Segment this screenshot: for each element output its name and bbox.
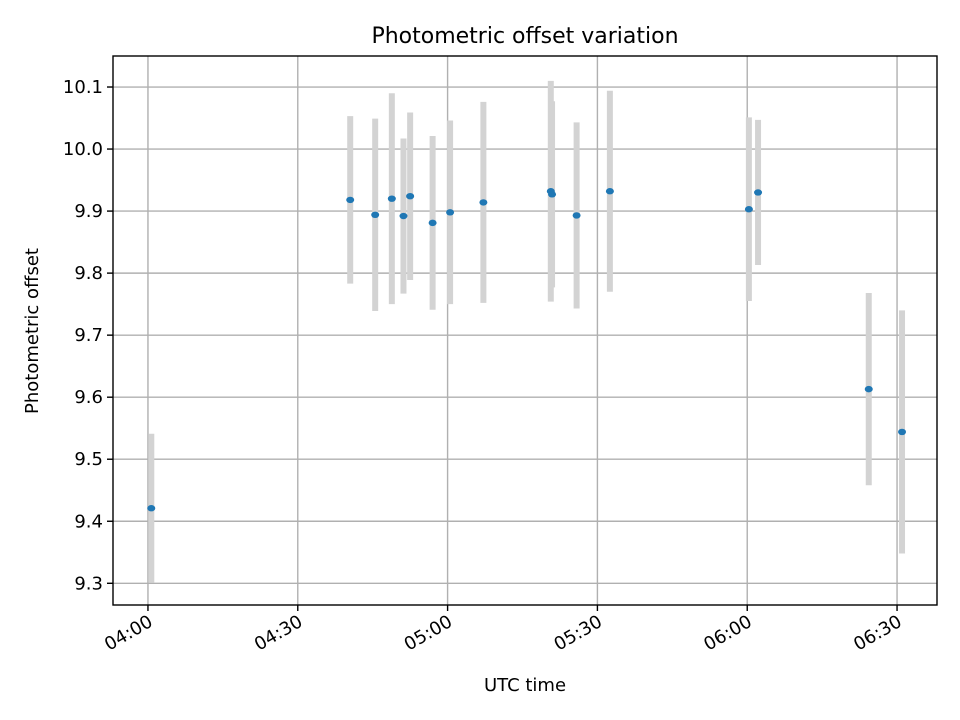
- y-tick-label: 9.9: [74, 201, 103, 222]
- x-axis-label: UTC time: [484, 675, 566, 696]
- y-tick-label: 10.0: [63, 139, 103, 160]
- data-point: [371, 211, 380, 219]
- y-tick-label: 9.4: [74, 511, 103, 532]
- y-tick-label: 9.5: [74, 449, 103, 470]
- data-point: [399, 212, 408, 220]
- data-point: [479, 199, 488, 206]
- x-tick-label: 06:00: [700, 611, 755, 655]
- data-point: [898, 428, 907, 436]
- data-point: [387, 195, 396, 202]
- chart-title: Photometric offset variation: [371, 24, 678, 49]
- data-point: [754, 189, 763, 196]
- x-tick-label: 06:30: [850, 611, 905, 655]
- point-layer: [147, 188, 907, 512]
- data-point: [346, 196, 355, 204]
- data-point: [864, 385, 873, 393]
- errorbar-layer: [148, 80, 906, 583]
- data-point: [572, 212, 581, 219]
- x-tick-label: 05:00: [401, 611, 456, 655]
- grid-layer: [113, 56, 937, 605]
- data-point: [446, 209, 455, 216]
- x-tick-label: 05:30: [550, 611, 605, 655]
- y-tick-label: 9.7: [74, 325, 103, 346]
- y-tick-label: 10.1: [63, 77, 103, 98]
- y-tick-label: 9.6: [74, 387, 103, 408]
- y-axis-label: Photometric offset: [22, 248, 43, 414]
- x-tick-label: 04:00: [101, 611, 156, 655]
- y-tick-label: 9.3: [74, 573, 103, 594]
- data-point: [147, 505, 156, 512]
- y-tick-label: 9.8: [74, 263, 103, 284]
- data-point: [744, 206, 753, 213]
- data-point: [605, 188, 614, 195]
- plot-frame: [112, 55, 938, 606]
- data-point: [548, 191, 557, 198]
- data-point: [406, 192, 415, 200]
- x-tick-label: 04:30: [251, 611, 306, 655]
- data-point: [428, 219, 437, 227]
